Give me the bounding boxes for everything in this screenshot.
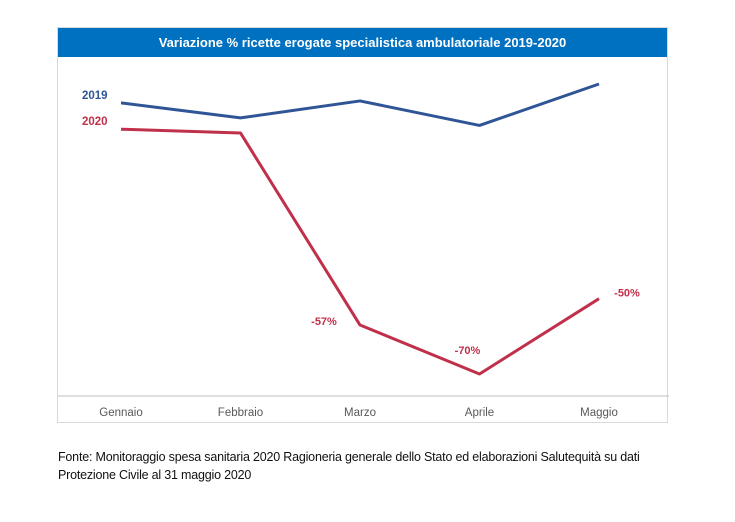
x-tick-label: Maggio bbox=[580, 407, 618, 419]
x-tick-label: Febbraio bbox=[218, 407, 263, 419]
x-tick-label: Gennaio bbox=[99, 407, 142, 419]
data-label: -70% bbox=[455, 345, 481, 357]
x-tick-label: Marzo bbox=[344, 407, 376, 419]
x-tick-label: Aprile bbox=[465, 407, 494, 419]
data-label: -50% bbox=[614, 288, 640, 300]
data-label: -57% bbox=[311, 316, 337, 328]
series-line-2019 bbox=[120, 82, 600, 127]
series-label: 2019 bbox=[82, 90, 108, 102]
chart-title: Variazione % ricette erogate specialisti… bbox=[58, 28, 667, 57]
chart-container: Variazione % ricette erogate specialisti… bbox=[57, 27, 669, 423]
series-label: 2020 bbox=[82, 116, 108, 128]
source-note: Fonte: Monitoraggio spesa sanitaria 2020… bbox=[58, 450, 640, 482]
series-line-2020 bbox=[120, 127, 600, 376]
line-chart: Gennaio Febbraio Marzo Aprile Maggio 2019 2020… bbox=[58, 82, 669, 419]
